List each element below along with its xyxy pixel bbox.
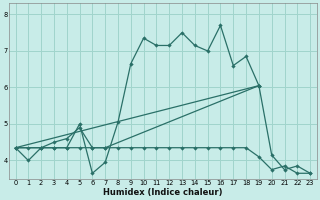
X-axis label: Humidex (Indice chaleur): Humidex (Indice chaleur): [103, 188, 223, 197]
